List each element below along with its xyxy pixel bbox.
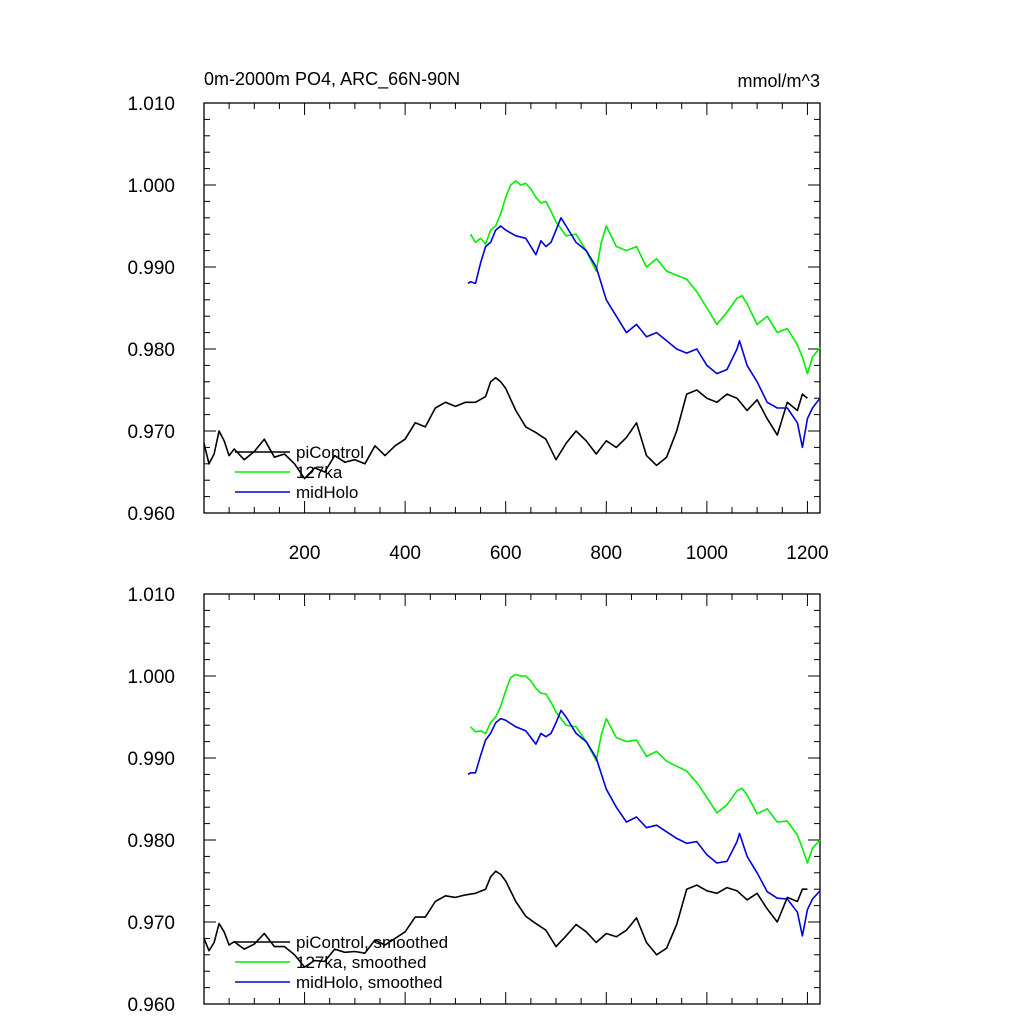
chart-title: 0m-2000m PO4, ARC_66N-90N: [204, 69, 460, 90]
y-tick-label: 0.990: [127, 749, 175, 770]
legend-label: 127ka: [296, 463, 343, 482]
bottom-panel: 0.960 0.970 0.980 0.990 1.000 1.010 piControl…: [127, 585, 821, 1016]
series-line-picontrol: [203, 376, 808, 480]
y-tick-label: 1.010: [127, 94, 175, 115]
series-group: [203, 180, 821, 480]
series-group: [203, 673, 821, 968]
y-tick-label: 0.960: [127, 504, 175, 525]
legend-label: 127ka, smoothed: [296, 953, 426, 972]
series-line-127ka: [469, 180, 821, 375]
y-tick-label: 1.000: [127, 667, 175, 688]
series-line-picontrol-smoothed: [203, 870, 808, 968]
x-tick-label: 800: [590, 543, 622, 564]
y-tick-label: 0.960: [127, 995, 175, 1016]
legend-label: piControl, smoothed: [296, 933, 448, 952]
legend-label: piControl: [296, 443, 364, 462]
series-line-midholo: [467, 217, 821, 449]
y-tick-label: 0.980: [127, 831, 175, 852]
tick-group: 0.960 0.970 0.980 0.990 1.000 1.010 200 400 600 8…: [127, 94, 828, 564]
x-tick-label: 400: [389, 543, 421, 564]
series-line-midholo-smoothed: [467, 709, 821, 937]
x-tick-label: 1200: [786, 543, 828, 564]
y-tick-label: 0.970: [127, 913, 175, 934]
y-tick-label: 0.970: [127, 422, 175, 443]
units-label: mmol/m^3: [738, 71, 820, 91]
series-line-127ka-smoothed: [469, 673, 821, 864]
y-tick-label: 1.010: [127, 585, 175, 606]
y-tick-label: 1.000: [127, 176, 175, 197]
y-tick-label: 0.980: [127, 340, 175, 361]
legend-label: midHolo, smoothed: [296, 973, 442, 992]
x-tick-label: 600: [490, 543, 522, 564]
legend-label: midHolo: [296, 483, 358, 502]
tick-group: 0.960 0.970 0.980 0.990 1.000 1.010: [127, 585, 820, 1016]
plot-frame: [203, 593, 821, 1005]
top-panel: 0m-2000m PO4, ARC_66N-90N mmol/m^3 0.960…: [127, 69, 828, 564]
y-tick-label: 0.990: [127, 258, 175, 279]
x-tick-label: 1000: [686, 543, 728, 564]
plot-frame: [203, 102, 821, 514]
x-tick-label: 200: [289, 543, 321, 564]
